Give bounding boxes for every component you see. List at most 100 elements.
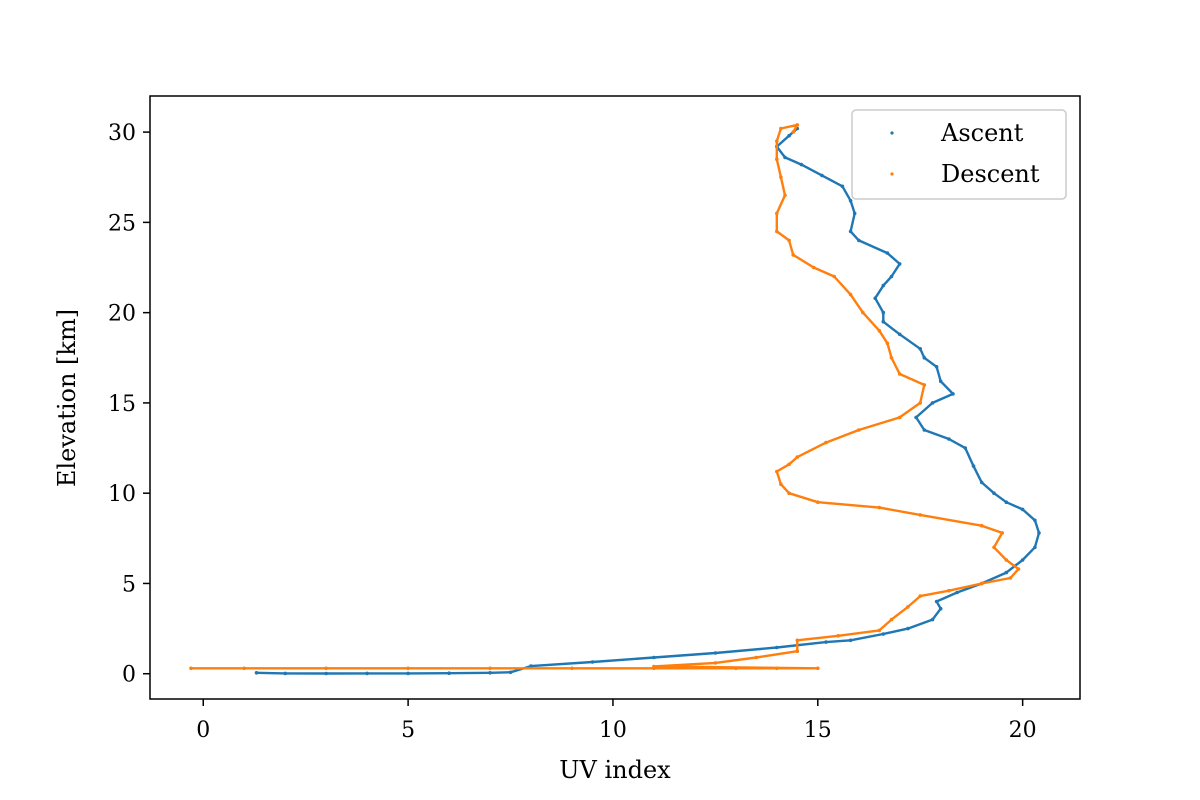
data-point: [775, 229, 779, 234]
data-point: [795, 455, 800, 459]
data-point: [406, 671, 410, 676]
data-point: [885, 341, 890, 346]
data-point: [897, 262, 902, 266]
data-point: [824, 640, 828, 644]
data-point: [922, 356, 927, 360]
data-point: [922, 428, 927, 432]
data-point: [508, 670, 513, 675]
data-point: [820, 173, 824, 178]
data-point: [877, 328, 882, 333]
x-tick-label: 10: [599, 718, 627, 743]
data-point: [1033, 545, 1037, 550]
data-point: [652, 664, 656, 669]
y-tick-label: 0: [122, 663, 136, 688]
data-point: [857, 238, 861, 243]
data-point: [914, 415, 918, 420]
data-point: [816, 500, 820, 505]
data-point: [918, 401, 922, 405]
data-point: [787, 491, 791, 496]
axes-layer: 0 5 10 15 20 0 5 10 15 20 25 30: [108, 121, 1037, 743]
data-point: [938, 379, 943, 384]
data-point: [992, 545, 996, 550]
data-point: [791, 253, 795, 257]
data-point: [365, 671, 369, 676]
legend-label-descent: Descent: [941, 160, 1040, 188]
plot-frame: [149, 95, 1081, 700]
data-point: [848, 198, 853, 203]
data-point: [1004, 500, 1009, 505]
data-point: [791, 130, 795, 134]
data-point: [848, 638, 853, 643]
series-descent: [189, 123, 1021, 671]
data-point: [857, 428, 861, 432]
data-point: [840, 184, 845, 189]
data-point: [963, 446, 968, 450]
data-point: [861, 310, 865, 315]
x-tick-label: 5: [401, 718, 415, 743]
data-point: [1008, 576, 1013, 580]
data-point: [992, 491, 996, 496]
data-point: [955, 590, 959, 595]
series-ascent: [254, 126, 1041, 676]
y-tick-label: 15: [108, 392, 136, 417]
data-point: [652, 655, 656, 660]
data-point: [816, 666, 820, 671]
data-point: [529, 664, 533, 668]
data-point: [1000, 531, 1004, 535]
y-tick-label: 5: [122, 572, 136, 597]
data-point: [488, 666, 492, 671]
data-point: [1004, 558, 1009, 562]
data-point: [324, 671, 329, 676]
data-point: [852, 211, 857, 216]
data-point: [832, 274, 836, 279]
data-point: [754, 655, 759, 660]
x-tick-label: 20: [1009, 718, 1037, 743]
data-point: [447, 671, 451, 675]
data-point: [787, 462, 791, 467]
data-point: [889, 356, 894, 360]
data-point: [881, 310, 886, 315]
data-point: [930, 401, 935, 405]
data-point: [938, 606, 943, 611]
legend-label-ascent: Ascent: [940, 119, 1024, 147]
data-point: [877, 628, 882, 633]
data-point: [795, 649, 800, 653]
data-point: [934, 599, 939, 604]
data-point: [189, 666, 193, 671]
data-point: [848, 292, 853, 297]
data-point: [787, 133, 791, 138]
data-point: [930, 617, 935, 622]
x-tick-label: 0: [196, 718, 210, 743]
data-point: [881, 283, 886, 288]
data-point: [590, 660, 595, 664]
data-point: [918, 594, 922, 598]
data-point: [1020, 507, 1025, 512]
data-point: [979, 523, 984, 528]
y-axis-title: Elevation [km]: [53, 309, 81, 487]
data-point: [795, 638, 800, 643]
data-point: [254, 671, 259, 675]
legend-marker-ascent: [890, 131, 894, 135]
data-point: [897, 415, 902, 420]
data-point: [811, 265, 816, 270]
data-point: [889, 617, 894, 622]
data-point: [848, 229, 853, 234]
data-point: [775, 157, 779, 161]
data-point: [799, 162, 804, 167]
x-axis-title: UV index: [559, 756, 671, 784]
data-point: [836, 634, 841, 638]
data-point: [897, 372, 902, 376]
data-point: [488, 671, 492, 675]
data-point: [1016, 567, 1021, 571]
data-point: [775, 211, 779, 216]
data-point: [242, 666, 246, 671]
x-tick-label: 15: [804, 718, 832, 743]
legend-box: [851, 109, 1067, 200]
data-point: [734, 666, 738, 671]
data-point: [918, 347, 922, 351]
data-point: [1033, 518, 1037, 523]
data-point: [947, 437, 951, 441]
data-point: [713, 651, 718, 655]
